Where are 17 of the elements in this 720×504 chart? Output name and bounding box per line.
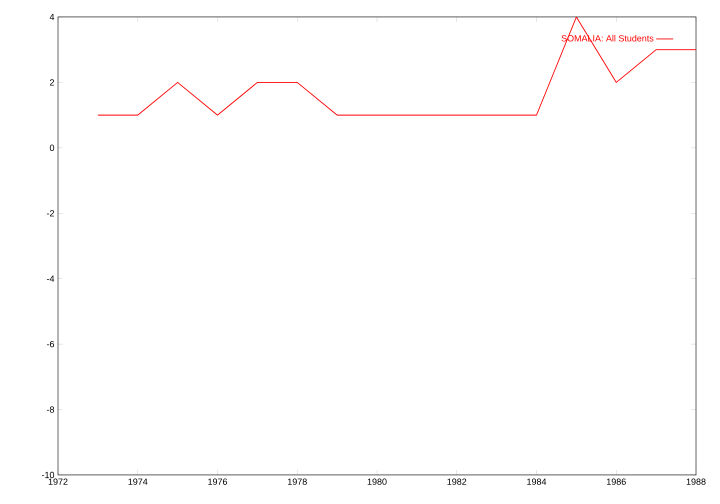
x-tick-label: 1986 (606, 478, 626, 485)
x-tick-label: 1978 (288, 478, 307, 485)
y-tick-label: -10 (42, 472, 54, 478)
x-tick-label: 1976 (208, 478, 228, 485)
y-tick-label: -6 (46, 340, 54, 348)
y-tick-label: 4 (50, 14, 54, 20)
y-tick-label: 2 (50, 79, 54, 86)
x-tick-label: 1982 (447, 478, 466, 485)
y-tick-label: -4 (46, 276, 54, 282)
x-tick-label: 1980 (368, 478, 387, 485)
x-tick-label: 1984 (527, 478, 546, 485)
y-tick-label: 0 (50, 144, 54, 152)
y-tick-label: -8 (46, 406, 54, 413)
x-tick-label: 1988 (686, 478, 706, 485)
x-tick-label: 1972 (48, 478, 68, 485)
x-tick-label: 1974 (128, 478, 148, 485)
y-tick-label: -2 (46, 210, 54, 216)
